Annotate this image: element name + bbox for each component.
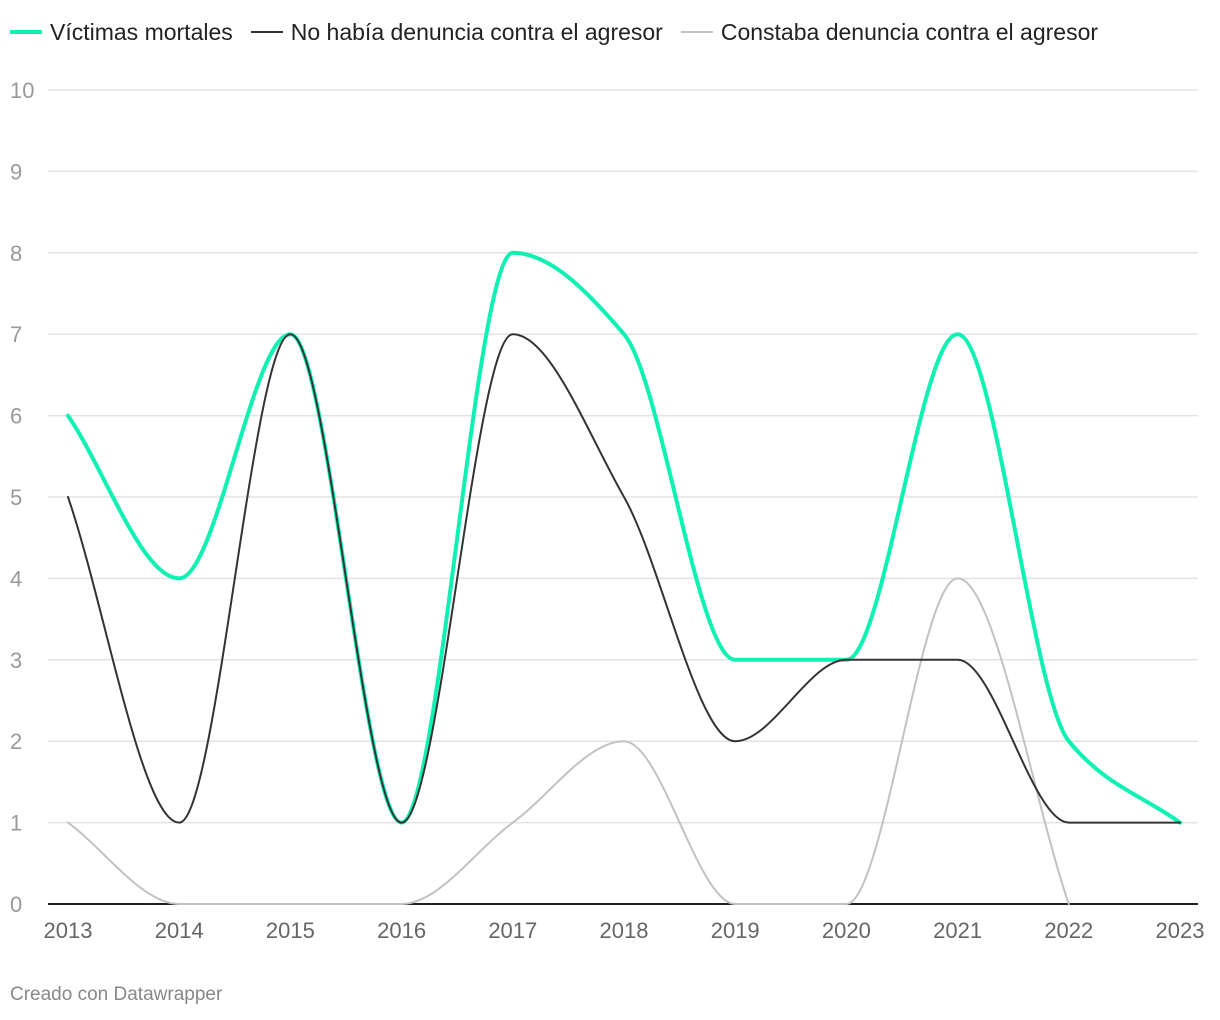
x-tick-label: 2013 (44, 918, 93, 943)
x-tick-label: 2015 (266, 918, 315, 943)
y-tick-label: 3 (10, 648, 22, 673)
legend-label-constaba-denuncia: Constaba denuncia contra el agresor (720, 18, 1099, 45)
series-line-constaba-denuncia (67, 577, 1070, 906)
legend-item-victimas: Víctimas mortales (10, 19, 233, 46)
chart-legend: Víctimas mortales No había denuncia cont… (10, 14, 1098, 50)
x-tick-label: 2020 (822, 918, 871, 943)
y-axis-ticks: 0 1 2 3 4 5 6 7 8 9 10 (10, 78, 34, 917)
x-tick-label: 2022 (1044, 918, 1093, 943)
y-tick-label: 2 (10, 729, 22, 754)
series-line-no-denuncia (67, 333, 1181, 824)
y-tick-label: 0 (10, 892, 22, 917)
x-tick-label: 2016 (377, 918, 426, 943)
x-tick-label: 2019 (711, 918, 760, 943)
y-tick-label: 6 (10, 404, 22, 429)
legend-label-no-denuncia: No había denuncia contra el agresor (290, 18, 663, 45)
x-tick-label: 2017 (488, 918, 537, 943)
legend-swatch-constaba-denuncia (680, 31, 713, 33)
x-tick-label: 2014 (155, 918, 204, 943)
legend-swatch-victimas (10, 30, 42, 34)
x-tick-label: 2021 (933, 918, 982, 943)
credit-text: Creado con Datawrapper (10, 984, 223, 1005)
y-tick-label: 10 (10, 78, 34, 103)
y-tick-label: 9 (10, 159, 22, 184)
legend-item-no-denuncia: No había denuncia contra el agresor (250, 18, 663, 46)
x-tick-label: 2018 (600, 918, 649, 943)
y-tick-label: 1 (10, 811, 22, 836)
series-layer (66, 250, 1182, 906)
y-tick-label: 8 (10, 241, 22, 266)
y-tick-label: 5 (10, 485, 22, 510)
y-tick-label: 4 (10, 566, 22, 591)
x-axis-ticks: 2013 2014 2015 2016 2017 2018 2019 2020 2021 2022… (44, 918, 1205, 943)
legend-label-victimas: Víctimas mortales (50, 18, 233, 45)
x-tick-label: 2023 (1156, 918, 1205, 943)
y-tick-label: 7 (10, 322, 22, 347)
legend-item-constaba-denuncia: Constaba denuncia contra el agresor (680, 18, 1099, 46)
series-line-victimas (66, 250, 1182, 825)
legend-swatch-no-denuncia (250, 31, 283, 33)
